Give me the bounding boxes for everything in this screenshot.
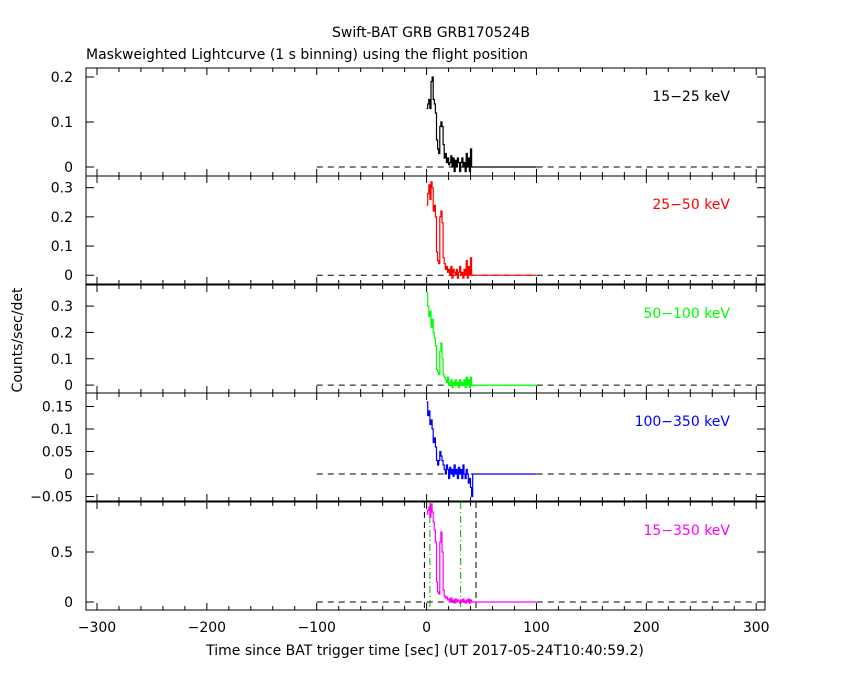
- y-tick-label: −0.05: [30, 490, 73, 506]
- x-axis-label: Time since BAT trigger time [sec] (UT 20…: [205, 643, 644, 659]
- lightcurve-series: [426, 292, 537, 389]
- panel-15-350-kev: 0 0.5 15−350 keV: [51, 501, 766, 611]
- panel-frame: [85, 501, 766, 611]
- panel-frame: [85, 392, 766, 502]
- lightcurve-series: [426, 76, 537, 173]
- y-tick-label: 0.05: [42, 445, 73, 461]
- y-tick-label: 0.1: [51, 352, 73, 368]
- x-tick-label: −300: [78, 620, 116, 636]
- panel-frame: [85, 284, 766, 394]
- y-tick-label: 0.2: [51, 70, 73, 86]
- lightcurve-series: [426, 401, 537, 498]
- y-tick-label: 0: [64, 160, 73, 176]
- y-tick-label: 0.15: [42, 400, 73, 416]
- lightcurve-series: [426, 181, 537, 279]
- x-tick-label: 100: [523, 620, 550, 636]
- y-tick-label: 0: [64, 268, 73, 284]
- energy-band-label: 15−25 keV: [652, 89, 730, 105]
- y-tick-label: 0.2: [51, 325, 73, 341]
- y-tick-label: 0: [64, 378, 73, 394]
- y-tick-label: 0.1: [51, 422, 73, 438]
- y-tick-label: 0: [64, 467, 73, 483]
- y-tick-label: 0.3: [51, 299, 73, 315]
- energy-band-label: 100−350 keV: [635, 414, 731, 430]
- panel-15-25-kev: 0 0.1 0.2 15−25 keV: [51, 67, 766, 177]
- panel-frame: [85, 175, 766, 285]
- energy-band-label: 15−350 keV: [643, 523, 730, 539]
- x-tick-label: −200: [188, 620, 226, 636]
- x-tick-label: 200: [633, 620, 660, 636]
- y-tick-label: 0.2: [51, 210, 73, 226]
- y-tick-label: 0: [64, 595, 73, 611]
- lightcurve-series: [426, 503, 537, 604]
- y-tick-label: 0.5: [51, 545, 73, 561]
- panel-50-100-kev: 0 0.1 0.2 0.3 50−100 keV: [51, 284, 766, 394]
- x-tick-label: −100: [298, 620, 336, 636]
- x-tick-label: 0: [422, 620, 431, 636]
- energy-band-label: 25−50 keV: [652, 197, 730, 213]
- panel-frame: [85, 67, 766, 177]
- y-tick-label: 0.1: [51, 115, 73, 131]
- energy-band-label: 50−100 keV: [643, 306, 730, 322]
- panel-100-350-kev: −0.05 0 0.05 0.1 0.15 100−350 keV: [30, 392, 766, 506]
- y-axis-label: Counts/sec/det: [10, 287, 26, 392]
- x-tick-label: 300: [743, 620, 770, 636]
- chart-title: Swift-BAT GRB GRB170524B: [332, 25, 530, 41]
- y-tick-label: 0.3: [51, 181, 73, 197]
- y-tick-label: 0.1: [51, 239, 73, 255]
- chart-subtitle: Maskweighted Lightcurve (1 s binning) us…: [86, 47, 528, 63]
- panel-25-50-kev: 0 0.1 0.2 0.3 25−50 keV: [51, 175, 766, 285]
- x-axis-tick-labels: −300 −200 −100 0 100 200 300: [78, 620, 770, 636]
